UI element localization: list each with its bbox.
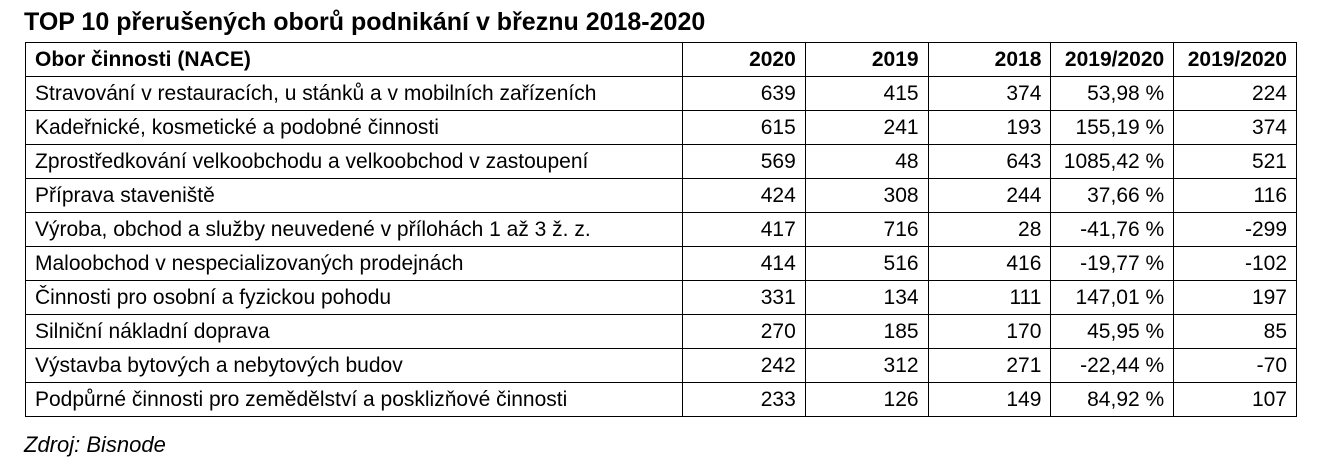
cell-2018: 149: [927, 382, 1052, 417]
cell-2019: 48: [804, 144, 929, 179]
data-table: Obor činnosti (NACE) 2020 2019 2018 2019…: [25, 42, 1297, 417]
source-note: Zdroj: Bisnode: [24, 432, 166, 457]
cell-2019: 415: [804, 76, 929, 111]
cell-change-absolute: 197: [1173, 280, 1297, 315]
cell-obor: Výstavba bytových a nebytových budov: [25, 348, 683, 383]
cell-2020: 615: [682, 110, 806, 145]
cell-2020: 639: [682, 76, 806, 111]
page-title: TOP 10 přerušených oborů podnikání v bře…: [24, 8, 706, 36]
table-row: Výstavba bytových a nebytových budov 242…: [25, 348, 1297, 383]
cell-obor: Silniční nákladní doprava: [25, 314, 683, 349]
cell-2020: 417: [682, 212, 806, 247]
column-header-2019: 2019: [804, 42, 929, 77]
column-header-obor: Obor činnosti (NACE): [25, 42, 683, 77]
cell-2019: 308: [804, 178, 929, 213]
table-row: Výroba, obchod a služby neuvedené v příl…: [25, 212, 1297, 247]
table-row: Silniční nákladní doprava 270 185 170 45…: [25, 314, 1297, 349]
cell-obor: Zprostředkování velkoobchodu a velkoobch…: [25, 144, 683, 179]
cell-2018: 643: [927, 144, 1052, 179]
cell-obor: Kadeřnické, kosmetické a podobné činnost…: [25, 110, 683, 145]
cell-2019: 134: [804, 280, 929, 315]
cell-obor: Stravování v restauracích, u stánků a v …: [25, 76, 683, 111]
cell-change-percent: -41,76 %: [1050, 212, 1175, 247]
cell-change-absolute: -299: [1173, 212, 1297, 247]
cell-change-percent: 45,95 %: [1050, 314, 1175, 349]
table-row: Stravování v restauracích, u stánků a v …: [25, 76, 1297, 111]
cell-2018: 193: [927, 110, 1052, 145]
cell-change-absolute: 116: [1173, 178, 1297, 213]
cell-change-absolute: 85: [1173, 314, 1297, 349]
cell-2018: 244: [927, 178, 1052, 213]
cell-2019: 312: [804, 348, 929, 383]
table-row: Zprostředkování velkoobchodu a velkoobch…: [25, 144, 1297, 179]
cell-2019: 516: [804, 246, 929, 281]
cell-2020: 424: [682, 178, 806, 213]
cell-2020: 569: [682, 144, 806, 179]
cell-2018: 111: [927, 280, 1052, 315]
table-row: Činnosti pro osobní a fyzickou pohodu 33…: [25, 280, 1297, 315]
column-header-change-absolute: 2019/2020: [1173, 42, 1297, 77]
cell-2018: 271: [927, 348, 1052, 383]
cell-obor: Výroba, obchod a služby neuvedené v příl…: [25, 212, 683, 247]
cell-2020: 331: [682, 280, 806, 315]
cell-obor: Maloobchod v nespecializovaných prodejná…: [25, 246, 683, 281]
cell-change-absolute: 521: [1173, 144, 1297, 179]
table-row: Příprava staveniště 424 308 244 37,66 % …: [25, 178, 1297, 213]
cell-change-percent: 155,19 %: [1050, 110, 1175, 145]
cell-2019: 241: [804, 110, 929, 145]
column-header-change-percent: 2019/2020: [1050, 42, 1175, 77]
cell-2018: 374: [927, 76, 1052, 111]
cell-2020: 414: [682, 246, 806, 281]
cell-2020: 270: [682, 314, 806, 349]
cell-change-percent: 37,66 %: [1050, 178, 1175, 213]
cell-change-percent: 53,98 %: [1050, 76, 1175, 111]
table-row: Kadeřnické, kosmetické a podobné činnost…: [25, 110, 1297, 145]
cell-change-absolute: 374: [1173, 110, 1297, 145]
cell-change-percent: -22,44 %: [1050, 348, 1175, 383]
cell-change-absolute: -70: [1173, 348, 1297, 383]
cell-2018: 170: [927, 314, 1052, 349]
cell-obor: Činnosti pro osobní a fyzickou pohodu: [25, 280, 683, 315]
cell-2019: 126: [804, 382, 929, 417]
cell-change-absolute: 107: [1173, 382, 1297, 417]
cell-2018: 28: [927, 212, 1052, 247]
cell-change-percent: 84,92 %: [1050, 382, 1175, 417]
cell-obor: Podpůrné činnosti pro zemědělství a posk…: [25, 382, 683, 417]
cell-obor: Příprava staveniště: [25, 178, 683, 213]
cell-change-absolute: -102: [1173, 246, 1297, 281]
cell-2019: 716: [804, 212, 929, 247]
table-row: Maloobchod v nespecializovaných prodejná…: [25, 246, 1297, 281]
cell-2020: 242: [682, 348, 806, 383]
cell-change-percent: 1085,42 %: [1050, 144, 1175, 179]
table-row: Podpůrné činnosti pro zemědělství a posk…: [25, 382, 1297, 417]
cell-2019: 185: [804, 314, 929, 349]
cell-change-percent: 147,01 %: [1050, 280, 1175, 315]
cell-2018: 416: [927, 246, 1052, 281]
column-header-2020: 2020: [682, 42, 806, 77]
cell-change-absolute: 224: [1173, 76, 1297, 111]
cell-change-percent: -19,77 %: [1050, 246, 1175, 281]
cell-2020: 233: [682, 382, 806, 417]
table-header-row: Obor činnosti (NACE) 2020 2019 2018 2019…: [25, 42, 1297, 77]
column-header-2018: 2018: [927, 42, 1052, 77]
